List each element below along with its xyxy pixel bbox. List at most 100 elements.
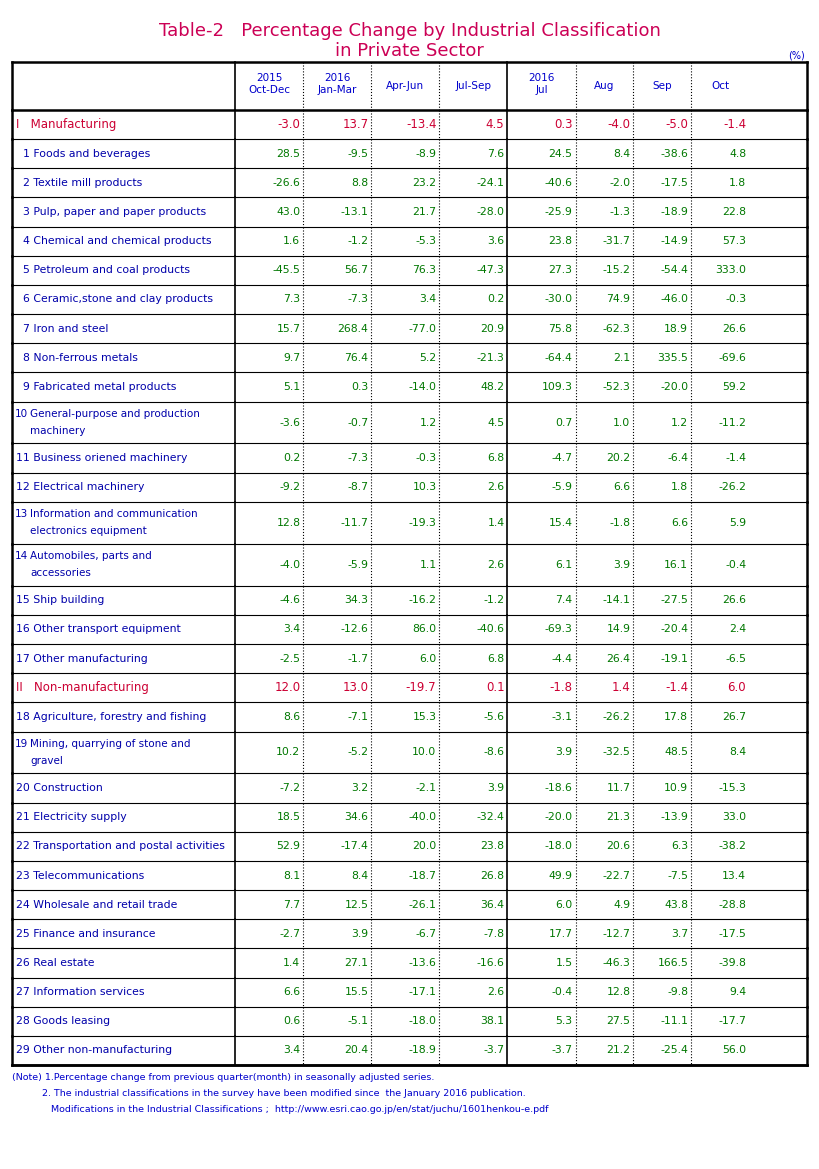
Text: -26.1: -26.1 <box>409 900 437 909</box>
Text: -6.5: -6.5 <box>725 653 746 664</box>
Text: 36.4: 36.4 <box>481 900 505 909</box>
Text: -18.9: -18.9 <box>409 1045 437 1056</box>
Text: 26.7: 26.7 <box>722 712 746 722</box>
Text: General-purpose and production: General-purpose and production <box>30 409 200 420</box>
Text: -69.3: -69.3 <box>545 624 572 635</box>
Text: 26.6: 26.6 <box>722 595 746 606</box>
Text: 3.6: 3.6 <box>487 236 505 247</box>
Text: -31.7: -31.7 <box>603 236 631 247</box>
Text: 9.4: 9.4 <box>729 987 746 997</box>
Text: -18.7: -18.7 <box>409 871 437 880</box>
Text: -5.1: -5.1 <box>347 1016 369 1026</box>
Text: 6.0: 6.0 <box>727 682 746 694</box>
Text: 6.0: 6.0 <box>555 900 572 909</box>
Text: -4.7: -4.7 <box>551 454 572 463</box>
Text: -20.0: -20.0 <box>545 812 572 822</box>
Text: 26.4: 26.4 <box>606 653 631 664</box>
Text: -2.1: -2.1 <box>415 783 437 793</box>
Text: 52.9: 52.9 <box>276 842 301 851</box>
Text: -1.7: -1.7 <box>347 653 369 664</box>
Text: 12.5: 12.5 <box>345 900 369 909</box>
Text: -9.2: -9.2 <box>279 483 301 492</box>
Text: -15.3: -15.3 <box>718 783 746 793</box>
Text: 4.9: 4.9 <box>613 900 631 909</box>
Text: -9.5: -9.5 <box>347 148 369 159</box>
Text: 6.8: 6.8 <box>487 454 505 463</box>
Text: 13.4: 13.4 <box>722 871 746 880</box>
Text: -13.6: -13.6 <box>409 957 437 968</box>
Text: -0.3: -0.3 <box>725 295 746 304</box>
Text: 3.4: 3.4 <box>419 295 437 304</box>
Text: I   Manufacturing: I Manufacturing <box>16 118 116 131</box>
Text: 3.4: 3.4 <box>283 624 301 635</box>
Text: -13.1: -13.1 <box>341 207 369 217</box>
Text: II   Non-manufacturing: II Non-manufacturing <box>16 682 149 694</box>
Text: -6.7: -6.7 <box>415 929 437 939</box>
Text: Aug: Aug <box>595 81 614 91</box>
Text: -19.3: -19.3 <box>409 518 437 527</box>
Text: 3.9: 3.9 <box>487 783 505 793</box>
Text: 109.3: 109.3 <box>541 382 572 392</box>
Text: 15.3: 15.3 <box>413 712 437 722</box>
Text: 20.6: 20.6 <box>606 842 631 851</box>
Text: -18.9: -18.9 <box>660 207 688 217</box>
Text: -4.6: -4.6 <box>279 595 301 606</box>
Text: 3.4: 3.4 <box>283 1045 301 1056</box>
Text: -17.5: -17.5 <box>660 178 688 188</box>
Text: -3.7: -3.7 <box>483 1045 505 1056</box>
Text: -18.0: -18.0 <box>409 1016 437 1026</box>
Text: 11.7: 11.7 <box>606 783 631 793</box>
Text: -14.0: -14.0 <box>409 382 437 392</box>
Text: -7.5: -7.5 <box>667 871 688 880</box>
Text: 27.3: 27.3 <box>549 265 572 276</box>
Text: 23.8: 23.8 <box>549 236 572 247</box>
Text: -20.0: -20.0 <box>660 382 688 392</box>
Text: 13: 13 <box>15 510 28 519</box>
Text: 1.4: 1.4 <box>487 518 505 527</box>
Text: 268.4: 268.4 <box>337 324 369 333</box>
Text: -69.6: -69.6 <box>718 353 746 362</box>
Text: 2.6: 2.6 <box>487 560 505 569</box>
Text: -32.5: -32.5 <box>603 747 631 758</box>
Text: -2.0: -2.0 <box>609 178 631 188</box>
Text: 26.6: 26.6 <box>722 324 746 333</box>
Text: -26.6: -26.6 <box>273 178 301 188</box>
Text: -18.6: -18.6 <box>545 783 572 793</box>
Text: -19.1: -19.1 <box>660 653 688 664</box>
Text: 6.8: 6.8 <box>487 653 505 664</box>
Text: 23.8: 23.8 <box>481 842 505 851</box>
Text: 0.3: 0.3 <box>351 382 369 392</box>
Text: -17.1: -17.1 <box>409 987 437 997</box>
Text: 38.1: 38.1 <box>481 1016 505 1026</box>
Text: 2015: 2015 <box>256 72 283 83</box>
Text: -11.7: -11.7 <box>341 518 369 527</box>
Text: -14.1: -14.1 <box>603 595 631 606</box>
Text: -1.4: -1.4 <box>723 118 746 131</box>
Text: 18.5: 18.5 <box>276 812 301 822</box>
Text: 6.3: 6.3 <box>671 842 688 851</box>
Text: 4.5: 4.5 <box>487 417 505 428</box>
Text: Sep: Sep <box>653 81 672 91</box>
Text: -3.6: -3.6 <box>279 417 301 428</box>
Text: 75.8: 75.8 <box>549 324 572 333</box>
Text: -11.2: -11.2 <box>718 417 746 428</box>
Text: 2.6: 2.6 <box>487 483 505 492</box>
Text: -13.9: -13.9 <box>660 812 688 822</box>
Text: 0.3: 0.3 <box>554 118 572 131</box>
Text: 0.7: 0.7 <box>555 417 572 428</box>
Text: 8 Non-ferrous metals: 8 Non-ferrous metals <box>16 353 138 362</box>
Text: 8.1: 8.1 <box>283 871 301 880</box>
Text: (%): (%) <box>788 50 805 60</box>
Text: 16.1: 16.1 <box>664 560 688 569</box>
Text: -1.2: -1.2 <box>483 595 505 606</box>
Text: 14.9: 14.9 <box>606 624 631 635</box>
Text: 23 Telecommunications: 23 Telecommunications <box>16 871 144 880</box>
Text: 43.0: 43.0 <box>276 207 301 217</box>
Text: 5.3: 5.3 <box>555 1016 572 1026</box>
Text: 4 Chemical and chemical products: 4 Chemical and chemical products <box>16 236 211 247</box>
Text: -46.3: -46.3 <box>603 957 631 968</box>
Text: -12.6: -12.6 <box>341 624 369 635</box>
Text: Information and communication: Information and communication <box>30 510 197 519</box>
Text: 15.7: 15.7 <box>276 324 301 333</box>
Text: 7.7: 7.7 <box>283 900 301 909</box>
